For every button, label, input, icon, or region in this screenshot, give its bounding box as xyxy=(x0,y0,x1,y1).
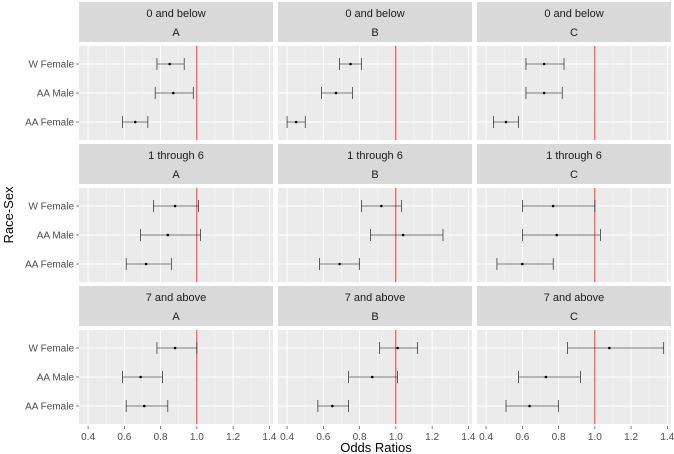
facet-strip-0-2 xyxy=(477,2,671,42)
facet-col-label: C xyxy=(570,27,578,39)
facet-col-label: B xyxy=(371,27,378,39)
facet-strip-0-0 xyxy=(79,2,273,42)
x-tick-label: 1.4 xyxy=(262,432,276,443)
odds-ratio-point xyxy=(396,346,399,350)
facet-col-label: A xyxy=(172,169,180,181)
odds-ratio-point xyxy=(608,346,611,350)
x-tick-label: 1.0 xyxy=(389,432,403,443)
odds-ratio-point xyxy=(542,62,546,66)
odds-ratio-point xyxy=(528,404,531,408)
facet-row-label: 7 and above xyxy=(345,292,406,304)
odds-ratio-point xyxy=(380,204,383,208)
y-tick-label: W Female xyxy=(28,344,74,355)
facet-row-label: 7 and above xyxy=(146,292,207,304)
x-tick-label: 1.0 xyxy=(588,432,602,443)
x-tick-label: 1.0 xyxy=(190,432,204,443)
odds-ratio-point xyxy=(551,204,555,208)
x-tick-label: 0.4 xyxy=(280,432,294,443)
x-tick-label: 0.6 xyxy=(316,432,330,443)
facet-col-label: B xyxy=(371,311,378,323)
x-tick-label: 0.4 xyxy=(81,432,95,443)
odds-ratio-point xyxy=(133,120,137,124)
odds-ratio-point xyxy=(166,233,170,237)
odds-ratio-point xyxy=(294,120,298,124)
x-tick-label: 0.8 xyxy=(154,432,168,443)
x-tick-label: 0.6 xyxy=(117,432,131,443)
y-tick-label: AA Female xyxy=(25,118,74,129)
x-tick-label: 1.2 xyxy=(425,432,439,443)
facet-row-label: 7 and above xyxy=(544,292,605,304)
y-tick-label: AA Female xyxy=(25,260,74,271)
odds-ratio-point xyxy=(331,404,334,408)
facet-row-label: 0 and below xyxy=(544,8,603,20)
odds-ratio-point xyxy=(173,346,177,350)
odds-ratio-point xyxy=(139,375,142,379)
odds-ratio-point xyxy=(401,233,405,237)
x-tick-label: 0.6 xyxy=(515,432,529,443)
facet-col-label: B xyxy=(371,169,378,181)
facet-strip-2-1 xyxy=(278,286,472,326)
facet-strip-0-1 xyxy=(278,2,472,42)
odds-ratio-point xyxy=(521,262,524,266)
y-tick-label: AA Female xyxy=(25,402,74,413)
facet-row-label: 0 and below xyxy=(146,8,205,20)
y-tick-label: W Female xyxy=(28,60,74,71)
facet-strip-1-1 xyxy=(278,144,472,184)
x-tick-label: 1.2 xyxy=(226,432,240,443)
facet-strip-1-0 xyxy=(79,144,273,184)
x-tick-label: 0.8 xyxy=(552,432,566,443)
x-tick-label: 0.8 xyxy=(353,432,367,443)
facet-strip-1-2 xyxy=(477,144,671,184)
odds-ratio-point xyxy=(370,375,374,379)
odds-ratio-point xyxy=(542,91,546,95)
facet-col-label: A xyxy=(172,27,180,39)
odds-ratio-point xyxy=(349,62,352,66)
odds-ratio-point xyxy=(142,404,146,408)
facet-row-label: 0 and below xyxy=(345,8,404,20)
odds-ratio-point xyxy=(171,91,175,95)
x-axis-title: Odds Ratios xyxy=(340,440,412,454)
x-tick-label: 0.4 xyxy=(479,432,493,443)
x-tick-label: 1.4 xyxy=(660,432,674,443)
facet-strip-2-2 xyxy=(477,286,671,326)
facet-row-label: 1 through 6 xyxy=(546,150,602,162)
facet-col-label: C xyxy=(570,169,578,181)
y-axis-title: Race-Sex xyxy=(1,186,16,244)
y-tick-label: W Female xyxy=(28,202,74,213)
odds-ratio-point xyxy=(338,262,341,266)
facet-row-label: 1 through 6 xyxy=(347,150,403,162)
facet-row-label: 1 through 6 xyxy=(148,150,204,162)
facet-strip-2-0 xyxy=(79,286,273,326)
odds-ratio-point xyxy=(144,262,148,266)
y-tick-label: AA Male xyxy=(37,89,75,100)
odds-ratio-point xyxy=(173,204,177,208)
odds-ratio-point xyxy=(555,233,559,237)
y-tick-label: AA Male xyxy=(37,231,75,242)
odds-ratio-point xyxy=(544,375,548,379)
facet-col-label: A xyxy=(172,311,180,323)
x-tick-label: 1.2 xyxy=(624,432,638,443)
x-tick-label: 1.4 xyxy=(461,432,475,443)
odds-ratio-point xyxy=(168,62,171,66)
y-tick-label: AA Male xyxy=(37,373,75,384)
odds-ratio-point xyxy=(504,120,508,124)
odds-ratio-point xyxy=(334,91,338,95)
facet-col-label: C xyxy=(570,311,578,323)
